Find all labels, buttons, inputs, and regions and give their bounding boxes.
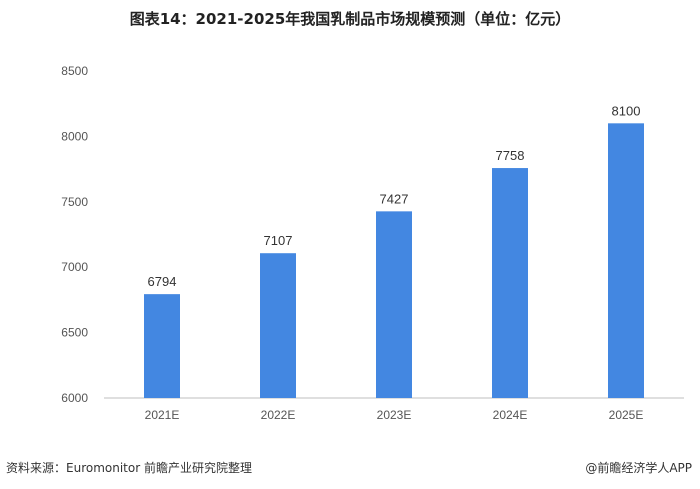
- x-axis: 2021E 2022E 2023E 2024E 2025E: [145, 408, 644, 422]
- source-note: 资料来源：Euromonitor 前瞻产业研究院整理: [6, 461, 252, 475]
- y-tick-label: 8500: [61, 64, 88, 78]
- data-label-2025E: 8100: [612, 103, 641, 118]
- data-label-2021E: 6794: [148, 274, 177, 289]
- data-labels: 6794 7107 7427 7758 8100: [148, 103, 641, 289]
- y-tick-label: 7500: [61, 195, 88, 209]
- brand-credit: @前瞻经济学人APP: [585, 461, 692, 475]
- x-tick-label-2024E: 2024E: [493, 408, 528, 422]
- x-tick-label-2023E: 2023E: [377, 408, 412, 422]
- bar-2025E: [608, 123, 644, 398]
- data-label-2024E: 7758: [496, 148, 525, 163]
- bar-2023E: [376, 211, 412, 398]
- y-tick-label: 8000: [61, 129, 88, 143]
- x-tick-label-2021E: 2021E: [145, 408, 180, 422]
- chart-title: 图表14：2021-2025年我国乳制品市场规模预测（单位：亿元）: [129, 10, 571, 28]
- y-tick-label: 6500: [61, 326, 88, 340]
- bar-2022E: [260, 253, 296, 398]
- y-tick-label: 7000: [61, 260, 88, 274]
- x-tick-label-2025E: 2025E: [609, 408, 644, 422]
- bar-2024E: [492, 168, 528, 398]
- y-tick-label: 6000: [61, 391, 88, 405]
- bar-2021E: [144, 294, 180, 398]
- data-label-2022E: 7107: [264, 233, 293, 248]
- y-axis: 6000 6500 7000 7500 8000 8500: [61, 64, 88, 405]
- data-label-2023E: 7427: [380, 191, 409, 206]
- x-tick-label-2022E: 2022E: [261, 408, 296, 422]
- bar-series: [144, 123, 644, 398]
